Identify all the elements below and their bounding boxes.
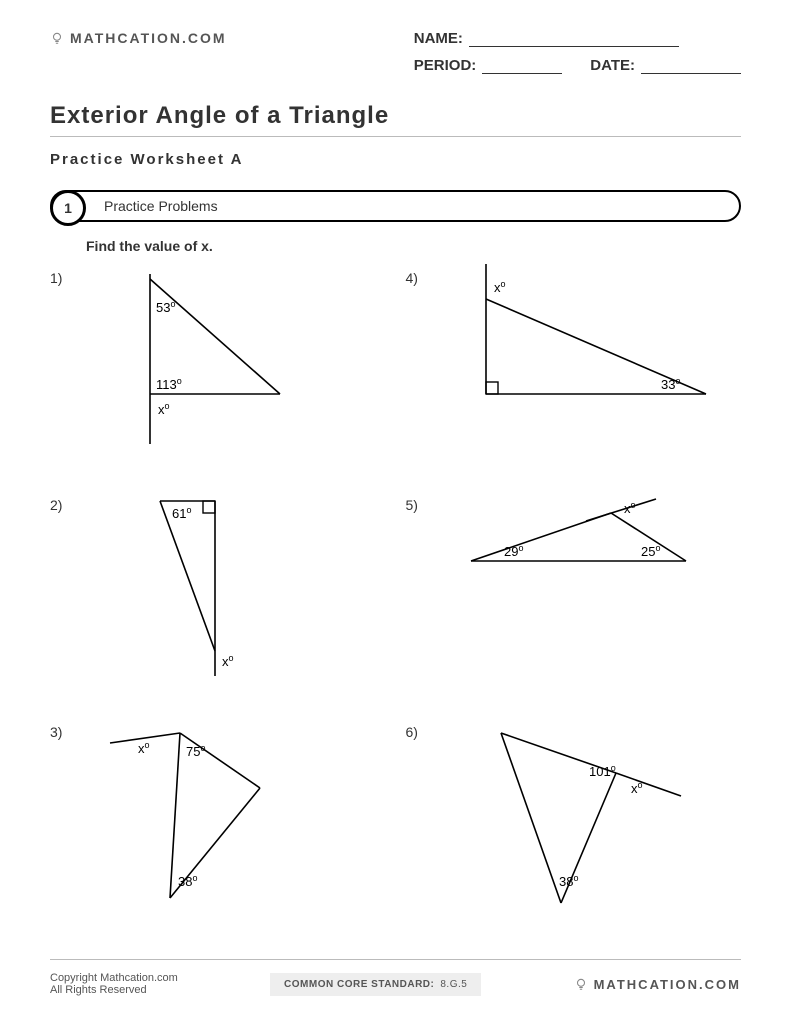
title-divider xyxy=(50,136,741,137)
copyright-block: Copyright Mathcation.com All Rights Rese… xyxy=(50,972,178,996)
problem-number: 4) xyxy=(406,270,418,286)
worksheet-header: MATHCATION.COM NAME: PERIOD: DATE: xyxy=(50,30,741,74)
problem-cell: 6) 101o xo 38o xyxy=(406,718,742,933)
problem-number: 2) xyxy=(50,497,62,513)
copyright-line1: Copyright Mathcation.com xyxy=(50,972,178,984)
triangle-diagram: 101o xo 38o xyxy=(446,718,706,918)
triangle-diagram: 61o xo xyxy=(90,491,290,701)
section-label: Practice Problems xyxy=(104,198,218,214)
page-title: Exterior Angle of a Triangle xyxy=(50,102,741,130)
angle-label: xo xyxy=(624,500,636,516)
copyright-line2: All Rights Reserved xyxy=(50,984,178,996)
footer-brand: MATHCATION.COM xyxy=(574,977,741,992)
triangle-diagram: xo 33o xyxy=(446,264,726,444)
lightbulb-icon xyxy=(574,977,588,991)
problem-number: 6) xyxy=(406,724,418,740)
page-footer: Copyright Mathcation.com All Rights Rese… xyxy=(50,959,741,996)
problem-cell: 3) xo 75o 38o xyxy=(50,718,386,933)
triangle-diagram: 29o 25o xo xyxy=(446,491,726,611)
standard-label: COMMON CORE STANDARD: xyxy=(284,979,434,990)
brand-text: MATHCATION.COM xyxy=(70,30,227,46)
date-blank[interactable] xyxy=(641,60,741,74)
instruction-text: Find the value of x. xyxy=(86,238,741,254)
problem-cell: 5) 29o 25o xo xyxy=(406,491,742,706)
section-number: 1 xyxy=(50,190,86,226)
angle-label: 38o xyxy=(559,873,578,889)
angle-label: 38o xyxy=(178,873,197,889)
angle-label: 29o xyxy=(504,543,523,559)
standard-badge: COMMON CORE STANDARD: 8.G.5 xyxy=(270,973,481,996)
name-label: NAME: xyxy=(414,30,463,47)
student-info: NAME: PERIOD: DATE: xyxy=(414,30,741,74)
brand-logo: MATHCATION.COM xyxy=(50,30,227,46)
problems-grid: 1) 53o 113o xo 4) xo 33o 2) 61o xo 5) 29o 25o xo 3) xo 7… xyxy=(50,264,741,933)
triangle-diagram: xo 75o 38o xyxy=(90,718,310,918)
angle-label: 101o xyxy=(589,763,616,779)
angle-label: 25o xyxy=(641,543,660,559)
problem-number: 3) xyxy=(50,724,62,740)
angle-label: xo xyxy=(138,740,150,756)
name-blank[interactable] xyxy=(469,33,679,47)
triangle-diagram: 53o 113o xo xyxy=(90,264,330,464)
problem-cell: 1) 53o 113o xo xyxy=(50,264,386,479)
problem-cell: 2) 61o xo xyxy=(50,491,386,706)
angle-label: 113o xyxy=(156,376,182,392)
angle-label: 61o xyxy=(172,505,191,521)
period-label: PERIOD: xyxy=(414,57,477,74)
problem-cell: 4) xo 33o xyxy=(406,264,742,479)
problem-number: 1) xyxy=(50,270,62,286)
lightbulb-icon xyxy=(50,31,64,45)
footer-brand-text: MATHCATION.COM xyxy=(594,977,741,992)
date-label: DATE: xyxy=(590,57,635,74)
standard-value: 8.G.5 xyxy=(440,979,467,990)
angle-label: xo xyxy=(631,780,643,796)
angle-label: 53o xyxy=(156,299,175,315)
section-header: 1 Practice Problems xyxy=(50,190,741,222)
period-blank[interactable] xyxy=(482,60,562,74)
worksheet-subtitle: Practice Worksheet A xyxy=(50,151,741,168)
angle-label: xo xyxy=(158,401,170,417)
angle-label: 75o xyxy=(186,743,205,759)
problem-number: 5) xyxy=(406,497,418,513)
angle-label: xo xyxy=(222,653,234,669)
angle-label: xo xyxy=(494,279,506,295)
angle-label: 33o xyxy=(661,376,680,392)
